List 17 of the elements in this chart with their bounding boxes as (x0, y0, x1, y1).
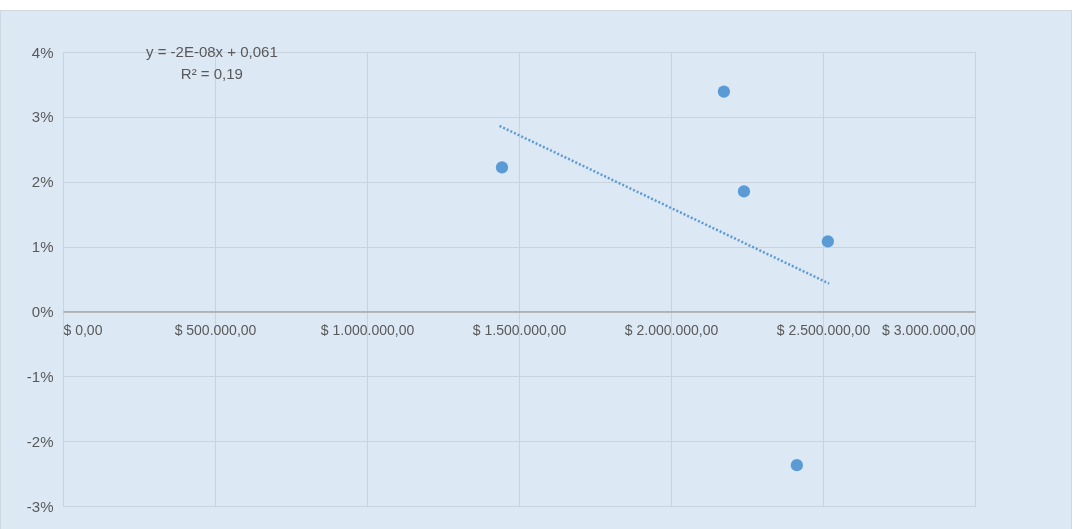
y-tick-label: 1% (31, 238, 54, 256)
x-tick-label: $ 2.500.000,00 (776, 321, 871, 338)
y-tick-label: -1% (26, 367, 54, 385)
y-tick-label: 4% (31, 43, 54, 61)
x-tick-label: $ 2.000.000,00 (624, 321, 719, 338)
y-tick-label: -3% (26, 497, 54, 515)
x-tick-label: $ 0,00 (63, 321, 103, 338)
x-tick-label: $ 500.000,00 (174, 321, 257, 338)
y-tick-label: 3% (31, 108, 54, 126)
annotation: y = -2E-08x + 0,061 (146, 42, 278, 62)
y-tick-label: -2% (26, 432, 54, 450)
y-tick-label: 2% (31, 173, 54, 191)
x-tick-label: $ 1.000.000,00 (320, 321, 415, 338)
annotation: R² = 0,19 (179, 64, 244, 84)
y-tick-label: 0% (31, 302, 54, 320)
x-tick-label: $ 3.000.000,00 (882, 321, 976, 338)
x-tick-label: $ 1.500.000,00 (472, 321, 567, 338)
